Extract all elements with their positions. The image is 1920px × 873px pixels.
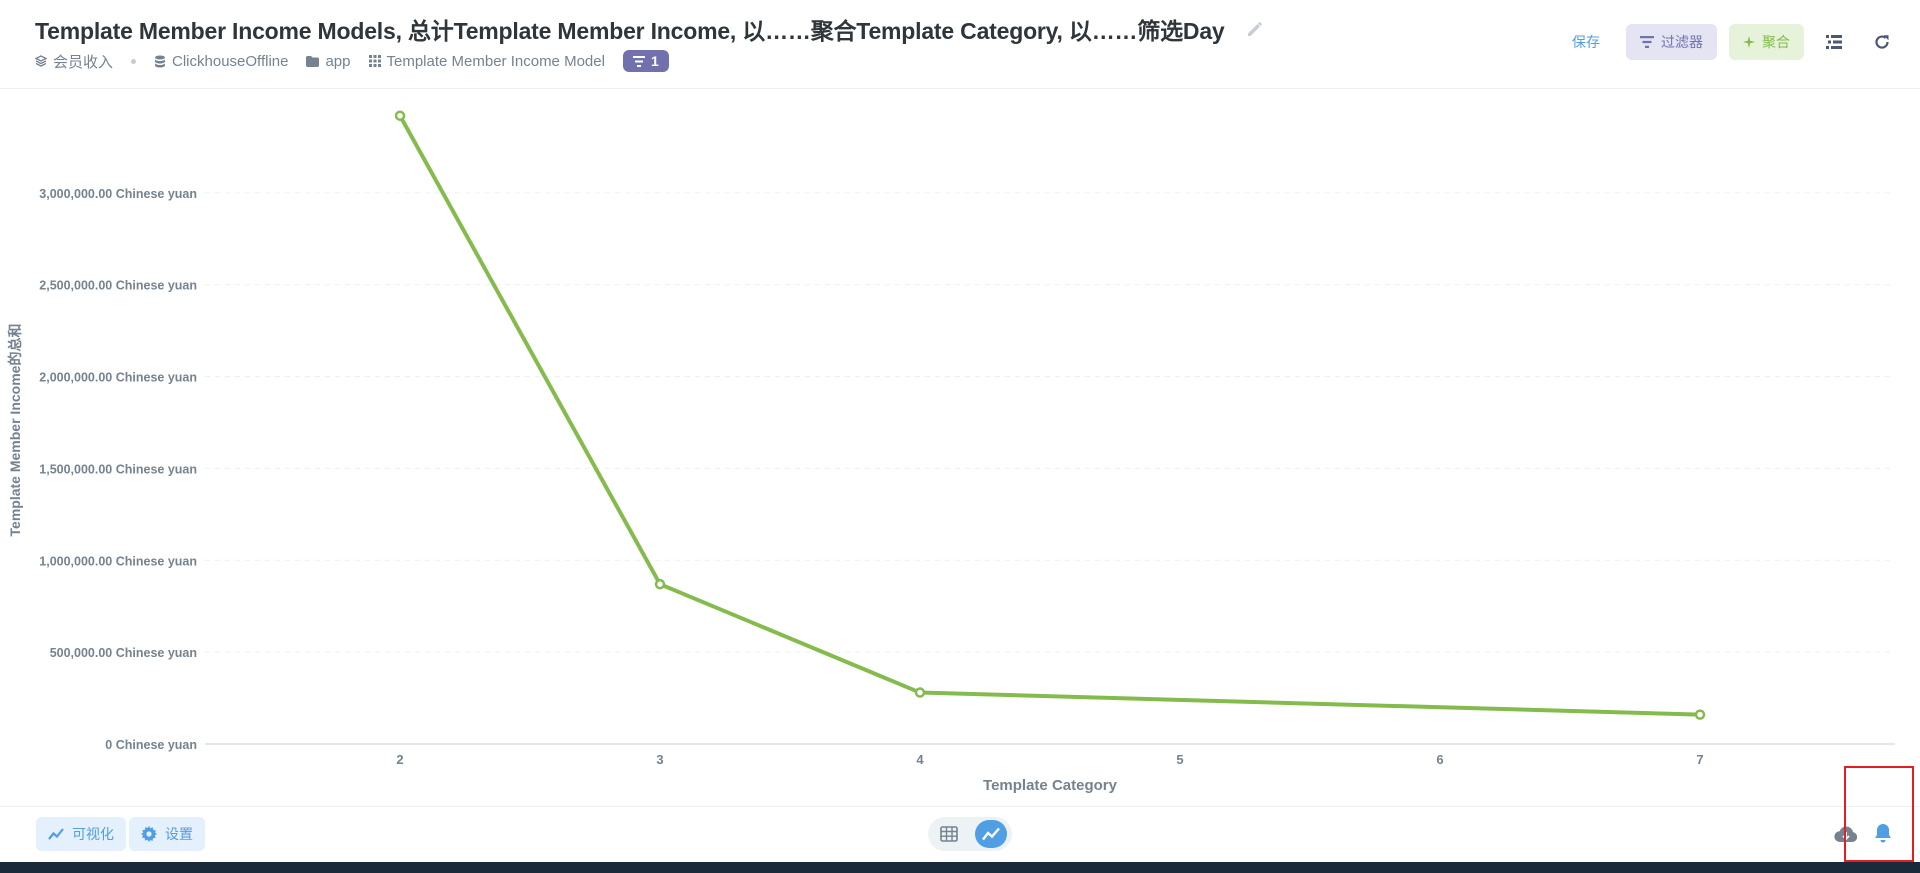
filter-icon — [1640, 36, 1654, 48]
query-footer: 可视化 设置 — [0, 806, 1920, 863]
filter-count: 1 — [650, 53, 659, 69]
x-tick-label: 3 — [656, 752, 663, 767]
database-icon — [155, 55, 166, 67]
series-line — [398, 114, 1701, 717]
breadcrumb-table[interactable]: Template Member Income Model — [368, 52, 605, 70]
save-button-label: 保存 — [1572, 34, 1600, 50]
x-tick-label: 6 — [1436, 752, 1443, 767]
line-chart-icon — [48, 828, 64, 840]
y-tick-label: 2,000,000.00 Chinese yuan — [39, 371, 197, 385]
settings-button[interactable]: 设置 — [129, 817, 205, 851]
y-axis-label: Template Member Income的总和 — [7, 324, 23, 537]
breadcrumb-separator — [131, 58, 137, 64]
y-tick-label: 1,000,000.00 Chinese yuan — [39, 554, 197, 568]
layers-icon — [35, 55, 47, 67]
save-button[interactable]: 保存 — [1558, 24, 1614, 60]
refresh-button[interactable] — [1864, 24, 1900, 60]
chart-gridlines — [205, 192, 1895, 653]
chart-y-ticks: 0 Chinese yuan 500,000.00 Chinese yuan 1,0… — [39, 187, 197, 752]
table-icon — [940, 826, 958, 842]
notebook-icon — [1826, 35, 1842, 49]
gear-icon — [141, 826, 157, 842]
alert-button[interactable] — [1874, 823, 1892, 848]
filter-button[interactable]: 过滤器 — [1626, 24, 1717, 60]
breadcrumb-collection-label: 会员收入 — [53, 53, 114, 71]
y-tick-label: 1,500,000.00 Chinese yuan — [39, 462, 197, 476]
header-actions: 保存 过滤器 聚合 — [1558, 24, 1900, 60]
x-tick-label: 5 — [1176, 752, 1183, 767]
refresh-icon — [1875, 35, 1889, 49]
highlight-box — [1844, 766, 1914, 862]
line-chart: 0 Chinese yuan 500,000.00 Chinese yuan 1,0… — [7, 110, 1895, 794]
x-tick-label: 7 — [1696, 752, 1703, 767]
x-tick-label: 4 — [916, 752, 924, 767]
breadcrumb-table-label: Template Member Income Model — [386, 52, 605, 70]
y-tick-label: 3,000,000.00 Chinese yuan — [39, 187, 197, 201]
breadcrumb-database[interactable]: ClickhouseOffline — [154, 53, 288, 70]
line-chart-icon — [982, 827, 1000, 841]
visualization-button[interactable]: 可视化 — [36, 817, 126, 851]
os-taskbar — [0, 862, 1920, 873]
x-tick-label: 2 — [396, 752, 403, 767]
page-title: Template Member Income Models, 总计Templat… — [35, 18, 1225, 44]
breadcrumb-schema-label: app — [325, 52, 351, 70]
filter-count-badge[interactable]: 1 — [622, 50, 669, 72]
grid-icon — [368, 55, 381, 67]
chart-points — [394, 110, 1706, 720]
breadcrumb: 会员收入 ClickhouseOffline app Template Memb… — [35, 50, 669, 72]
bell-icon — [1875, 824, 1891, 843]
notebook-toggle-button[interactable] — [1816, 24, 1852, 60]
settings-button-label: 设置 — [165, 826, 193, 842]
data-point[interactable] — [1694, 709, 1706, 720]
summarize-button-label: 聚合 — [1762, 34, 1790, 50]
breadcrumb-database-label: ClickhouseOffline — [172, 52, 289, 70]
table-view-toggle[interactable] — [933, 820, 965, 848]
x-axis-label: Template Category — [983, 777, 1118, 794]
chart-x-ticks: 2 3 4 5 6 7 — [396, 752, 1703, 767]
breadcrumb-collection[interactable]: 会员收入 — [35, 51, 113, 72]
y-tick-label: 0 Chinese yuan — [105, 738, 197, 752]
query-header: Template Member Income Models, 总计Templat… — [0, 0, 1920, 89]
visualization-button-label: 可视化 — [72, 826, 114, 842]
data-point[interactable] — [394, 110, 406, 121]
breadcrumb-schema[interactable]: app — [306, 52, 351, 70]
display-toggle — [928, 817, 1012, 851]
title-row: Template Member Income Models, 总计Templat… — [35, 12, 1265, 46]
chart-view-toggle[interactable] — [975, 820, 1007, 848]
y-tick-label: 2,500,000.00 Chinese yuan — [39, 279, 197, 293]
filter-icon — [632, 55, 645, 67]
data-point[interactable] — [914, 687, 926, 698]
y-tick-label: 500,000.00 Chinese yuan — [50, 646, 197, 660]
sparkle-icon — [1743, 36, 1755, 48]
folder-icon — [306, 55, 320, 67]
data-point[interactable] — [654, 578, 666, 590]
summarize-button[interactable]: 聚合 — [1729, 24, 1804, 60]
filter-button-label: 过滤器 — [1661, 34, 1703, 50]
pencil-icon[interactable] — [1245, 19, 1265, 39]
